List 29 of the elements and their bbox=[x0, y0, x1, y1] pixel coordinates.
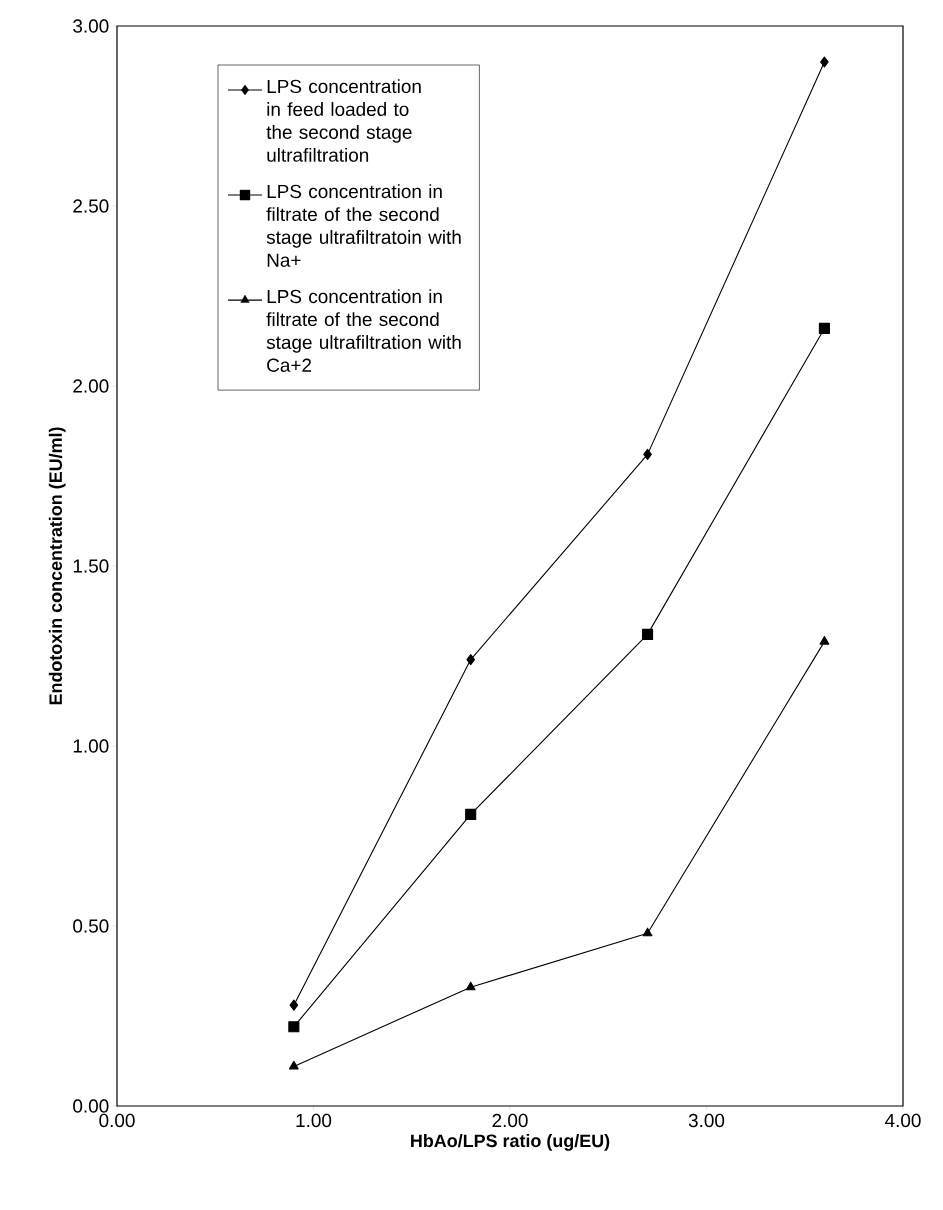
x-tick-label: 0.00 bbox=[99, 1113, 135, 1128]
y-axis-title: Endotoxin concentration (EU/ml) bbox=[48, 427, 66, 705]
x-axis-title: HbAo/LPS ratio (ug/EU) bbox=[411, 1134, 610, 1151]
y-tick-label: 1.50 bbox=[73, 559, 109, 573]
y-tick-label: 3.00 bbox=[73, 19, 109, 33]
point bbox=[819, 636, 830, 645]
legend-label: LPS concentration in filtrate of the second stage ultrafiltration with Ca+2 bbox=[266, 289, 461, 372]
point bbox=[642, 628, 654, 640]
x-tick-label: 1.00 bbox=[296, 1113, 332, 1128]
point bbox=[642, 927, 653, 937]
point bbox=[288, 1060, 299, 1070]
point bbox=[289, 999, 299, 1011]
legend-label: LPS concentration in filtrate of the second stage ultrafiltratoin with Na+ bbox=[266, 184, 461, 267]
point bbox=[465, 808, 477, 820]
y-tick-label: 0.50 bbox=[73, 919, 109, 933]
point bbox=[288, 1021, 300, 1033]
x-tick-label: 4.00 bbox=[885, 1113, 921, 1128]
y-tick-label: 2.00 bbox=[73, 379, 109, 393]
x-tick-label: 3.00 bbox=[688, 1113, 725, 1128]
y-tick-label: 2.50 bbox=[73, 199, 109, 213]
point bbox=[820, 56, 829, 68]
x-tick-label: 2.00 bbox=[492, 1113, 528, 1128]
point bbox=[466, 654, 475, 666]
y-tick-label: 0.00 bbox=[73, 1099, 109, 1113]
point bbox=[643, 448, 652, 460]
legend-label: LPS concentration in feed loaded to the second stage ultrafiltration bbox=[266, 79, 421, 162]
y-tick-label: 1.00 bbox=[73, 739, 109, 753]
point bbox=[465, 981, 476, 991]
point bbox=[818, 322, 830, 334]
